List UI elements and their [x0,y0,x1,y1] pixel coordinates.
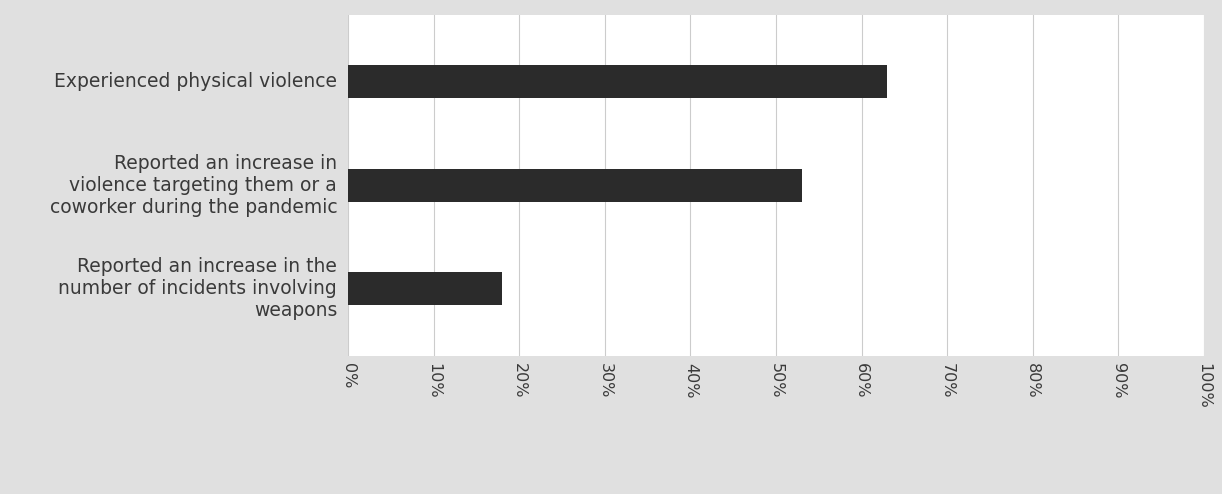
Bar [348,272,502,305]
Bar [348,169,802,202]
Bar [348,65,887,98]
